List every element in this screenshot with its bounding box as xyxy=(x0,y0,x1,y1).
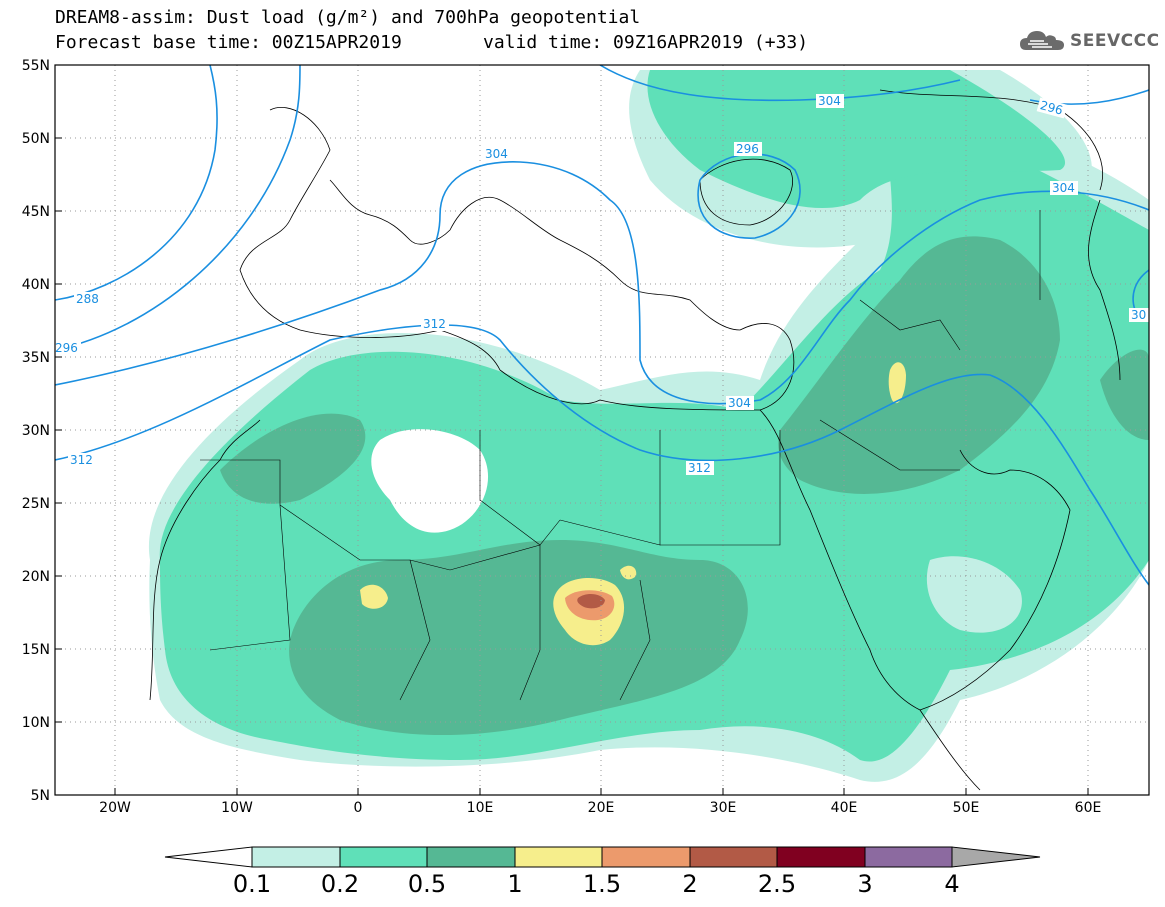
lat-label: 15N xyxy=(22,642,50,658)
contour-304 xyxy=(55,161,1149,405)
colorbar-tick-label: 2 xyxy=(682,870,698,898)
lon-label: 10E xyxy=(467,800,494,816)
lon-label: 0 xyxy=(354,800,363,816)
contour-304-north xyxy=(599,65,961,102)
contour-label: 312 xyxy=(688,461,711,475)
colorbar-under-arrow xyxy=(164,846,253,868)
dust-contour-1-iraq xyxy=(888,362,906,404)
colorbar-bin xyxy=(689,846,778,868)
contour-label: 296 xyxy=(55,341,78,355)
dust-contour-1-ne xyxy=(620,565,637,580)
lat-label: 45N xyxy=(22,204,50,220)
seevccc-logo: SEEVCCC xyxy=(1018,28,1160,54)
contour-label: 304 xyxy=(818,94,841,108)
colorbar-over-arrow xyxy=(951,846,1041,868)
contour-288 xyxy=(55,65,218,301)
lon-label: 30E xyxy=(710,800,737,816)
dust-clear-arabia xyxy=(926,556,1022,633)
colorbar-tick-label: 2.5 xyxy=(757,870,797,898)
longitude-labels: 20W 10W 0 10E 20E 30E 40E 50E 60E xyxy=(99,800,1101,816)
dust-clear-sahara xyxy=(371,429,489,533)
colorbar-bin xyxy=(339,846,428,868)
dust-contour-0.5 xyxy=(289,540,748,735)
colorbar-bin xyxy=(514,846,603,868)
latitude-labels: 55N 50N 45N 40N 35N 30N 25N 20N 15N 10N … xyxy=(22,58,50,804)
colorbar-tick-label: 0.1 xyxy=(232,870,272,898)
contour-296-west xyxy=(55,65,301,351)
colorbar-bin xyxy=(776,846,866,868)
lat-label: 20N xyxy=(22,569,50,585)
contour-label: 304 xyxy=(728,396,751,410)
forecast-base-time: Forecast base time: 00Z15APR2019 xyxy=(55,32,402,53)
colorbar-tick-label: 4 xyxy=(944,870,960,898)
lat-label: 30N xyxy=(22,423,50,439)
lon-label: 60E xyxy=(1075,800,1102,816)
colorbar-bin xyxy=(251,846,341,868)
map-title: DREAM8-assim: Dust load (g/m²) and 700hP… xyxy=(55,7,641,28)
lat-label: 5N xyxy=(31,788,50,804)
lat-label: 40N xyxy=(22,277,50,293)
logo-text: SEEVCCC xyxy=(1070,31,1160,51)
contour-label: 30 xyxy=(1131,308,1146,322)
colorbar xyxy=(164,846,1041,868)
dust-contour-0.5-east xyxy=(778,236,1060,494)
lat-label: 50N xyxy=(22,131,50,147)
contour-label: 312 xyxy=(423,317,446,331)
colorbar-tick-label: 0.2 xyxy=(320,870,360,898)
lat-label: 10N xyxy=(22,715,50,731)
dust-contour-0.5-west xyxy=(220,413,366,504)
borders xyxy=(200,210,1041,701)
coastlines xyxy=(149,89,1121,791)
colorbar-tick-label: 1 xyxy=(507,870,523,898)
lon-label: 20W xyxy=(99,800,131,816)
geopotential-contours xyxy=(55,65,1149,586)
lon-label: 10W xyxy=(221,800,253,816)
contour-label: 296 xyxy=(1039,98,1065,117)
colorbar-bin xyxy=(864,846,953,868)
colorbar-bin xyxy=(601,846,691,868)
dust-contour-1-west xyxy=(360,584,388,609)
contour-label: 296 xyxy=(736,142,759,156)
colorbar-bin xyxy=(426,846,516,868)
lat-label: 25N xyxy=(22,496,50,512)
dust-contour-2 xyxy=(577,594,605,609)
dust-contour-0.5-gulf xyxy=(1100,349,1149,440)
colorbar-tick-label: 3 xyxy=(857,870,873,898)
lat-label: 55N xyxy=(22,58,50,74)
colorbar-tick-label: 1.5 xyxy=(582,870,622,898)
lat-label: 35N xyxy=(22,350,50,366)
tick-marks xyxy=(55,64,1089,795)
contour-312 xyxy=(55,324,1149,586)
lon-label: 20E xyxy=(588,800,615,816)
dust-field xyxy=(148,70,1149,782)
lon-label: 40E xyxy=(831,800,858,816)
valid-time: valid time: 09Z16APR2019 (+33) xyxy=(483,32,809,53)
cloud-icon xyxy=(1020,31,1064,50)
colorbar-tick-label: 0.5 xyxy=(407,870,447,898)
contour-label: 312 xyxy=(70,453,93,467)
dust-contour-0.2-north xyxy=(647,70,1066,209)
contour-label: 304 xyxy=(1052,181,1075,195)
contour-label: 288 xyxy=(76,292,99,306)
lon-label: 50E xyxy=(953,800,980,816)
contour-label: 304 xyxy=(485,147,508,161)
contour-30x-east xyxy=(1132,269,1149,311)
contour-labels: 304 296 296 304 304 288 296 312 312 304 … xyxy=(53,94,1149,475)
